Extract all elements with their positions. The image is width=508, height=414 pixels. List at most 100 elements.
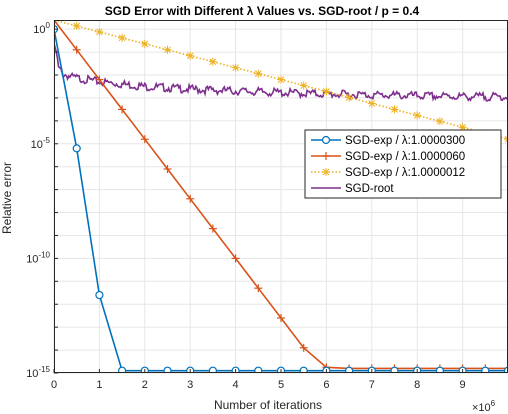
data-point [390,366,399,373]
data-point [72,21,81,30]
y-tick-label: 100 [33,21,50,36]
data-point [186,51,195,60]
data-point [140,39,149,48]
legend-swatch-marker [322,152,330,160]
marker-ast-d2 [413,112,421,119]
data-point [72,45,81,54]
x-tick-label: 8 [414,379,420,391]
x-exponent-power: 6 [491,399,496,408]
legend-swatch-marker [322,168,330,176]
y-tick-label: 10-5 [31,136,51,151]
x-exponent-base: ×10 [472,402,491,414]
y-tick-exp: -10 [38,250,50,259]
data-point [163,164,172,173]
data-point [299,81,308,90]
legend-label: SGD-exp / λ:1.0000012 [345,167,465,179]
data-point [72,144,81,153]
legend-item: SGD-exp / λ:1.0000060 [311,151,465,163]
x-tick-label: 5 [278,379,284,391]
data-point [413,111,422,120]
x-tick-label: 0 [51,379,57,391]
y-axis-label: Relative error [0,162,14,234]
data-point [208,224,217,233]
data-point [95,290,104,300]
marker-ast-d2 [232,64,239,72]
data-point [345,366,354,373]
data-point [231,63,240,72]
data-point [186,194,195,203]
legend-item: SGD-exp / λ:1.0000012 [311,167,465,179]
marker-ast-d2 [345,94,353,101]
y-tick-base: 10 [33,24,45,36]
data-point [95,27,104,36]
x-tick-label: 3 [187,379,193,391]
y-tick-exp: 0 [46,21,51,30]
marker-ast-d2 [323,88,330,95]
marker-ast-d2 [436,117,444,125]
series-line [54,38,508,102]
legend-label: SGD-root [345,183,394,195]
marker-ast-d2 [209,58,217,66]
x-tick-label: 4 [233,379,239,391]
data-point [322,87,331,96]
x-tick-label: 9 [460,379,466,391]
x-tick-label: 6 [323,379,329,391]
x-axis-exponent: ×106 [472,399,496,414]
data-point [254,366,263,373]
marker-ast-d2 [254,70,262,77]
data-point [254,284,263,293]
data-point [299,366,308,373]
data-point [481,366,490,373]
data-point [390,105,399,114]
y-tick-label: 10-10 [26,250,50,265]
y-tick-exp: -15 [38,365,50,374]
data-point [299,343,308,352]
y-tick-base: 10 [31,139,43,151]
series-3 [54,38,508,102]
marker-ast-d2 [141,40,149,48]
marker-ast-d2 [186,52,194,60]
marker-ast-d2 [504,138,508,143]
data-point [140,135,149,144]
data-point [231,254,240,263]
data-point [118,366,127,373]
data-point [277,75,285,84]
legend-item: SGD-root [311,183,394,195]
data-point [163,45,172,54]
data-point [163,366,172,373]
data-point [208,57,217,66]
y-tick-base: 10 [26,253,38,265]
data-point [367,99,376,108]
data-point [345,93,354,102]
data-point [95,75,104,84]
legend: SGD-exp / λ:1.0000300 SGD-exp / λ:1.00000… [304,129,502,199]
y-tick-exp: -5 [43,136,51,145]
marker-ast-d2 [322,168,330,176]
marker-ast-d1 [504,135,508,140]
legend-label: SGD-exp / λ:1.0000060 [345,151,465,163]
x-tick-label: 7 [369,379,375,391]
marker-ast-d2 [368,100,376,107]
marker-ast-d2 [164,46,171,54]
data-point [118,105,127,114]
data-point [435,117,444,126]
data-point [208,366,217,373]
chart-title: SGD Error with Different λ Values vs. SG… [105,4,420,18]
marker-ast-d2 [118,34,126,42]
data-point [118,33,127,42]
data-point [254,69,263,78]
legend-swatch-marker [321,135,331,145]
data-point [277,313,285,322]
marker-ast-d2 [391,106,398,113]
x-axis-label: Number of iterations [214,398,322,412]
legend-item: SGD-exp / λ:1.0000300 [311,135,465,147]
legend-label: SGD-exp / λ:1.0000300 [345,135,465,147]
x-tick-label: 1 [96,379,102,391]
x-tick-label: 2 [142,379,148,391]
y-tick-label: 10-15 [26,365,50,380]
y-tick-base: 10 [26,368,38,380]
marker-ast-d2 [300,82,308,89]
data-point [435,366,444,373]
